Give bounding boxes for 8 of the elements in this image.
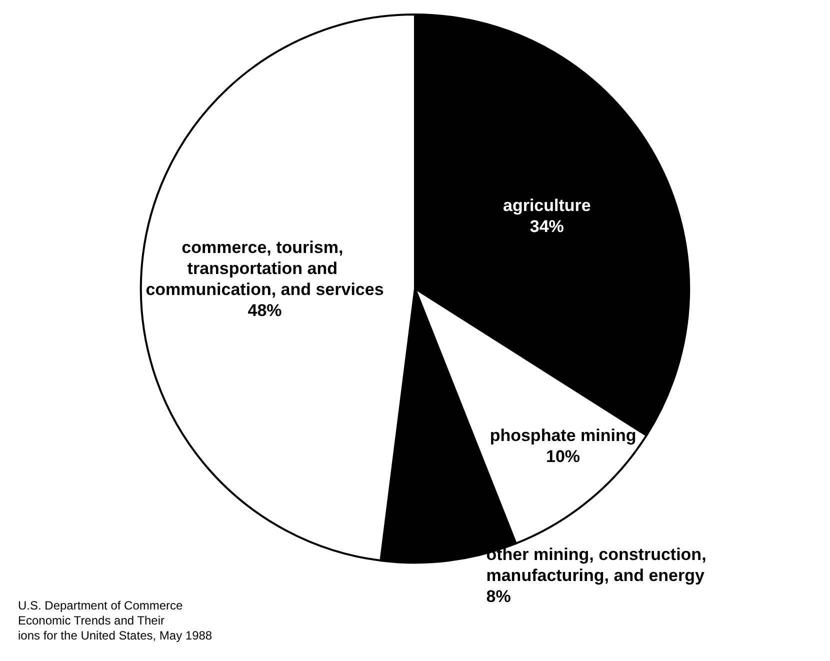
slice-label: commerce, tourism, transportation and communication, and services — [146, 238, 384, 300]
data-label: 34% — [530, 216, 564, 236]
slice-label: phosphate mining — [490, 426, 636, 446]
text: U.S. Department of Commerce Economic Trends and Their ions for the United States, May 1988 — [18, 598, 212, 642]
slice-label: agriculture — [502, 196, 591, 215]
data-label: 10% — [546, 447, 580, 466]
data-label: 8% — [486, 586, 511, 606]
data-label: 48% — [248, 301, 282, 320]
